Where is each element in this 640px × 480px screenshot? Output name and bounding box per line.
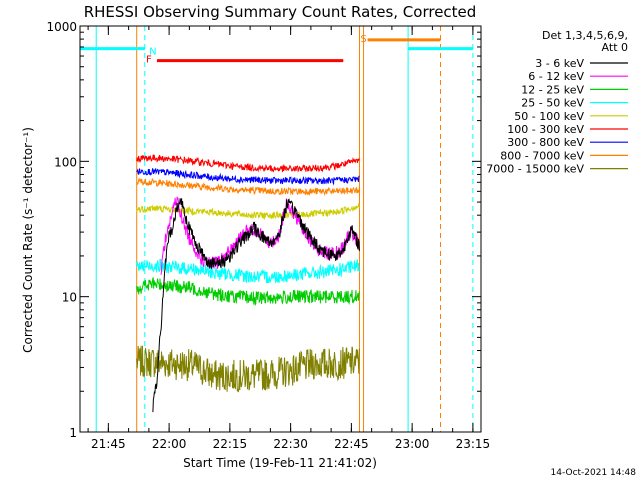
legend-label: 100 - 300 keV bbox=[507, 123, 584, 136]
x-tick-label: 22:00 bbox=[152, 437, 187, 451]
flag-label: F bbox=[146, 55, 152, 66]
plot-frame bbox=[79, 25, 482, 433]
axes: 1 10 100 1000 21:45 22:00 22:15 22:30 22:45 23:00… bbox=[46, 20, 490, 451]
series-line bbox=[136, 345, 360, 393]
data-traces bbox=[95, 26, 474, 432]
x-tick-label: 22:45 bbox=[334, 437, 369, 451]
x-tick-label: 22:30 bbox=[273, 437, 308, 451]
series-line bbox=[136, 154, 360, 173]
x-tick-label: 22:15 bbox=[213, 437, 248, 451]
legend-label: 50 - 100 keV bbox=[514, 110, 584, 123]
generated-timestamp: 14-Oct-2021 14:48 bbox=[551, 468, 637, 478]
legend-label: 25 - 50 keV bbox=[521, 97, 584, 110]
y-tick-label: 10 bbox=[62, 291, 77, 305]
legend-label: 3 - 6 keV bbox=[535, 57, 584, 70]
legend-label: 12 - 25 keV bbox=[521, 83, 584, 96]
series-line bbox=[136, 177, 360, 197]
y-tick-label: 1000 bbox=[46, 20, 77, 34]
legend-header: Det 1,3,4,5,6,9, bbox=[542, 29, 628, 42]
flag-label: S bbox=[360, 34, 366, 45]
x-tick-label: 23:00 bbox=[395, 437, 430, 451]
x-tick-label: 23:15 bbox=[456, 437, 491, 451]
legend-label: 300 - 800 keV bbox=[507, 136, 584, 149]
series-line bbox=[136, 258, 360, 284]
legend-header: Att 0 bbox=[602, 41, 628, 54]
flag-bars: NF S bbox=[80, 34, 473, 66]
legend-label: 6 - 12 keV bbox=[528, 70, 584, 83]
y-tick-label: 100 bbox=[54, 155, 77, 169]
series-line bbox=[136, 277, 360, 307]
legend-label: 7000 - 15000 keV bbox=[486, 163, 584, 176]
y-tick-label: 1 bbox=[69, 426, 77, 440]
y-axis-label: Corrected Count Rate (s⁻¹ detector⁻¹) bbox=[21, 127, 35, 353]
x-tick-label: 21:45 bbox=[91, 437, 126, 451]
flag-label: N bbox=[149, 47, 156, 58]
series-line bbox=[136, 202, 360, 221]
chart-title: RHESSI Observing Summary Count Rates, Co… bbox=[84, 3, 477, 21]
series-line bbox=[136, 168, 360, 186]
x-axis-label: Start Time (19-Feb-11 21:41:02) bbox=[183, 456, 377, 470]
legend-label: 800 - 7000 keV bbox=[500, 149, 584, 162]
series-line bbox=[152, 198, 360, 413]
series-line bbox=[160, 196, 360, 275]
